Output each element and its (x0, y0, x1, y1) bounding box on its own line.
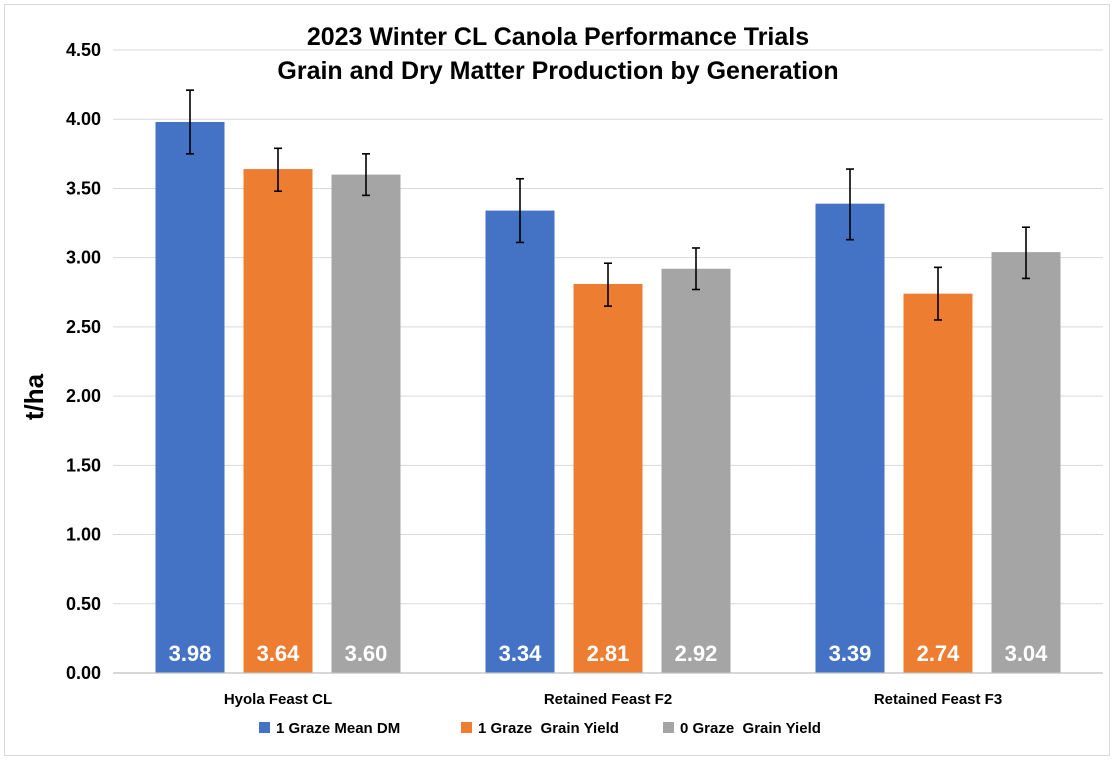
bar-chart: 2023 Winter CL Canola Performance Trials… (19, 23, 1103, 737)
y-tick-label: 4.50 (66, 40, 101, 60)
data-label: 3.98 (169, 641, 212, 666)
category-label: Retained Feast F2 (544, 691, 672, 708)
legend: 1 Graze Mean DM 1 Graze Grain Yield 0 Graz… (259, 720, 821, 737)
legend-label: 1 Graze Grain Yield (478, 720, 619, 737)
data-label: 2.81 (587, 641, 630, 666)
chart-title-line-2: Grain and Dry Matter Production by Gener… (277, 57, 838, 85)
legend-label: 1 Graze Mean DM (276, 720, 400, 737)
data-label: 3.04 (1005, 641, 1049, 666)
y-tick-label: 3.50 (66, 178, 101, 198)
chart-frame: 2023 Winter CL Canola Performance Trials… (4, 4, 1110, 756)
bars (155, 121, 1061, 674)
y-axis-title: t/ha (19, 373, 49, 420)
legend-swatch (663, 722, 674, 733)
y-axis-ticks: 0.00 0.50 1.00 1.50 2.00 2.50 3.00 3.50 4.00 4.50 (66, 40, 101, 683)
bar (573, 283, 643, 673)
bar (661, 268, 731, 673)
data-label: 3.60 (345, 641, 388, 666)
y-tick-label: 0.50 (66, 594, 101, 614)
bar (485, 210, 555, 673)
y-tick-label: 4.00 (66, 109, 101, 129)
y-tick-label: 0.00 (66, 663, 101, 683)
bar (903, 293, 973, 673)
y-tick-label: 1.00 (66, 525, 101, 545)
bar (331, 174, 401, 673)
y-tick-label: 3.00 (66, 248, 101, 268)
error-bars (186, 89, 1030, 321)
chart-title-line-1: 2023 Winter CL Canola Performance Trials (307, 23, 809, 51)
bar (815, 203, 885, 673)
category-label: Hyola Feast CL (224, 691, 332, 708)
bar (155, 121, 225, 674)
bar (991, 252, 1061, 673)
category-label: Retained Feast F3 (874, 691, 1002, 708)
y-tick-label: 2.50 (66, 317, 101, 337)
data-labels: 3.98 3.64 3.60 3.34 2.81 2.92 3.39 2.74 3.04 (169, 641, 1049, 666)
data-label: 3.34 (499, 641, 543, 666)
data-label: 3.39 (829, 641, 872, 666)
x-axis-categories: Hyola Feast CL Retained Feast F2 Retained … (224, 691, 1002, 708)
data-label: 2.74 (917, 641, 961, 666)
legend-swatch (259, 722, 270, 733)
legend-label: 0 Graze Grain Yield (680, 720, 821, 737)
data-label: 3.64 (257, 641, 301, 666)
data-label: 2.92 (675, 641, 718, 666)
bar (243, 169, 313, 673)
legend-swatch (461, 722, 472, 733)
y-tick-label: 1.50 (66, 455, 101, 475)
y-tick-label: 2.00 (66, 386, 101, 406)
